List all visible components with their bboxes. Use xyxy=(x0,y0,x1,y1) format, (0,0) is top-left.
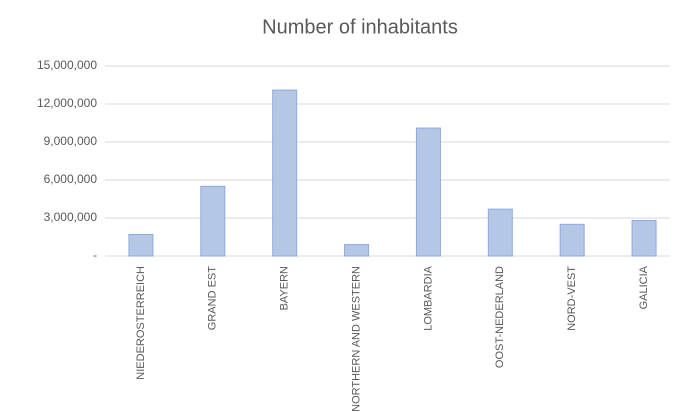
chart-title: Number of inhabitants xyxy=(262,16,458,38)
y-tick-label: 6,000,000 xyxy=(44,172,98,186)
x-tick-label: NORTHERN AND WESTERN xyxy=(350,266,362,412)
x-tick-label: BAYERN xyxy=(279,266,291,310)
bar xyxy=(487,208,513,257)
bar xyxy=(272,89,298,257)
x-tick-label: GRAND EST xyxy=(207,266,219,330)
x-tick-label: LOMBARDIA xyxy=(422,265,434,330)
bar xyxy=(559,223,585,257)
y-tick-label: 3,000,000 xyxy=(44,210,98,224)
y-tick-label: 15,000,000 xyxy=(37,58,97,72)
x-tick-label: NORD-VEST xyxy=(566,266,578,331)
y-tick-label: - xyxy=(93,248,97,262)
bar xyxy=(415,127,441,257)
bar xyxy=(128,233,154,257)
x-tick-label: NIEDEROSTERREICH xyxy=(135,266,147,380)
x-tick-label: OOST-NEDERLAND xyxy=(494,266,506,368)
bar xyxy=(200,185,226,257)
y-tick-label: 12,000,000 xyxy=(37,96,97,110)
y-tick-label: 9,000,000 xyxy=(44,134,98,148)
x-tick-label: GALICIA xyxy=(638,265,650,309)
bar xyxy=(631,220,657,257)
bar xyxy=(344,244,370,257)
